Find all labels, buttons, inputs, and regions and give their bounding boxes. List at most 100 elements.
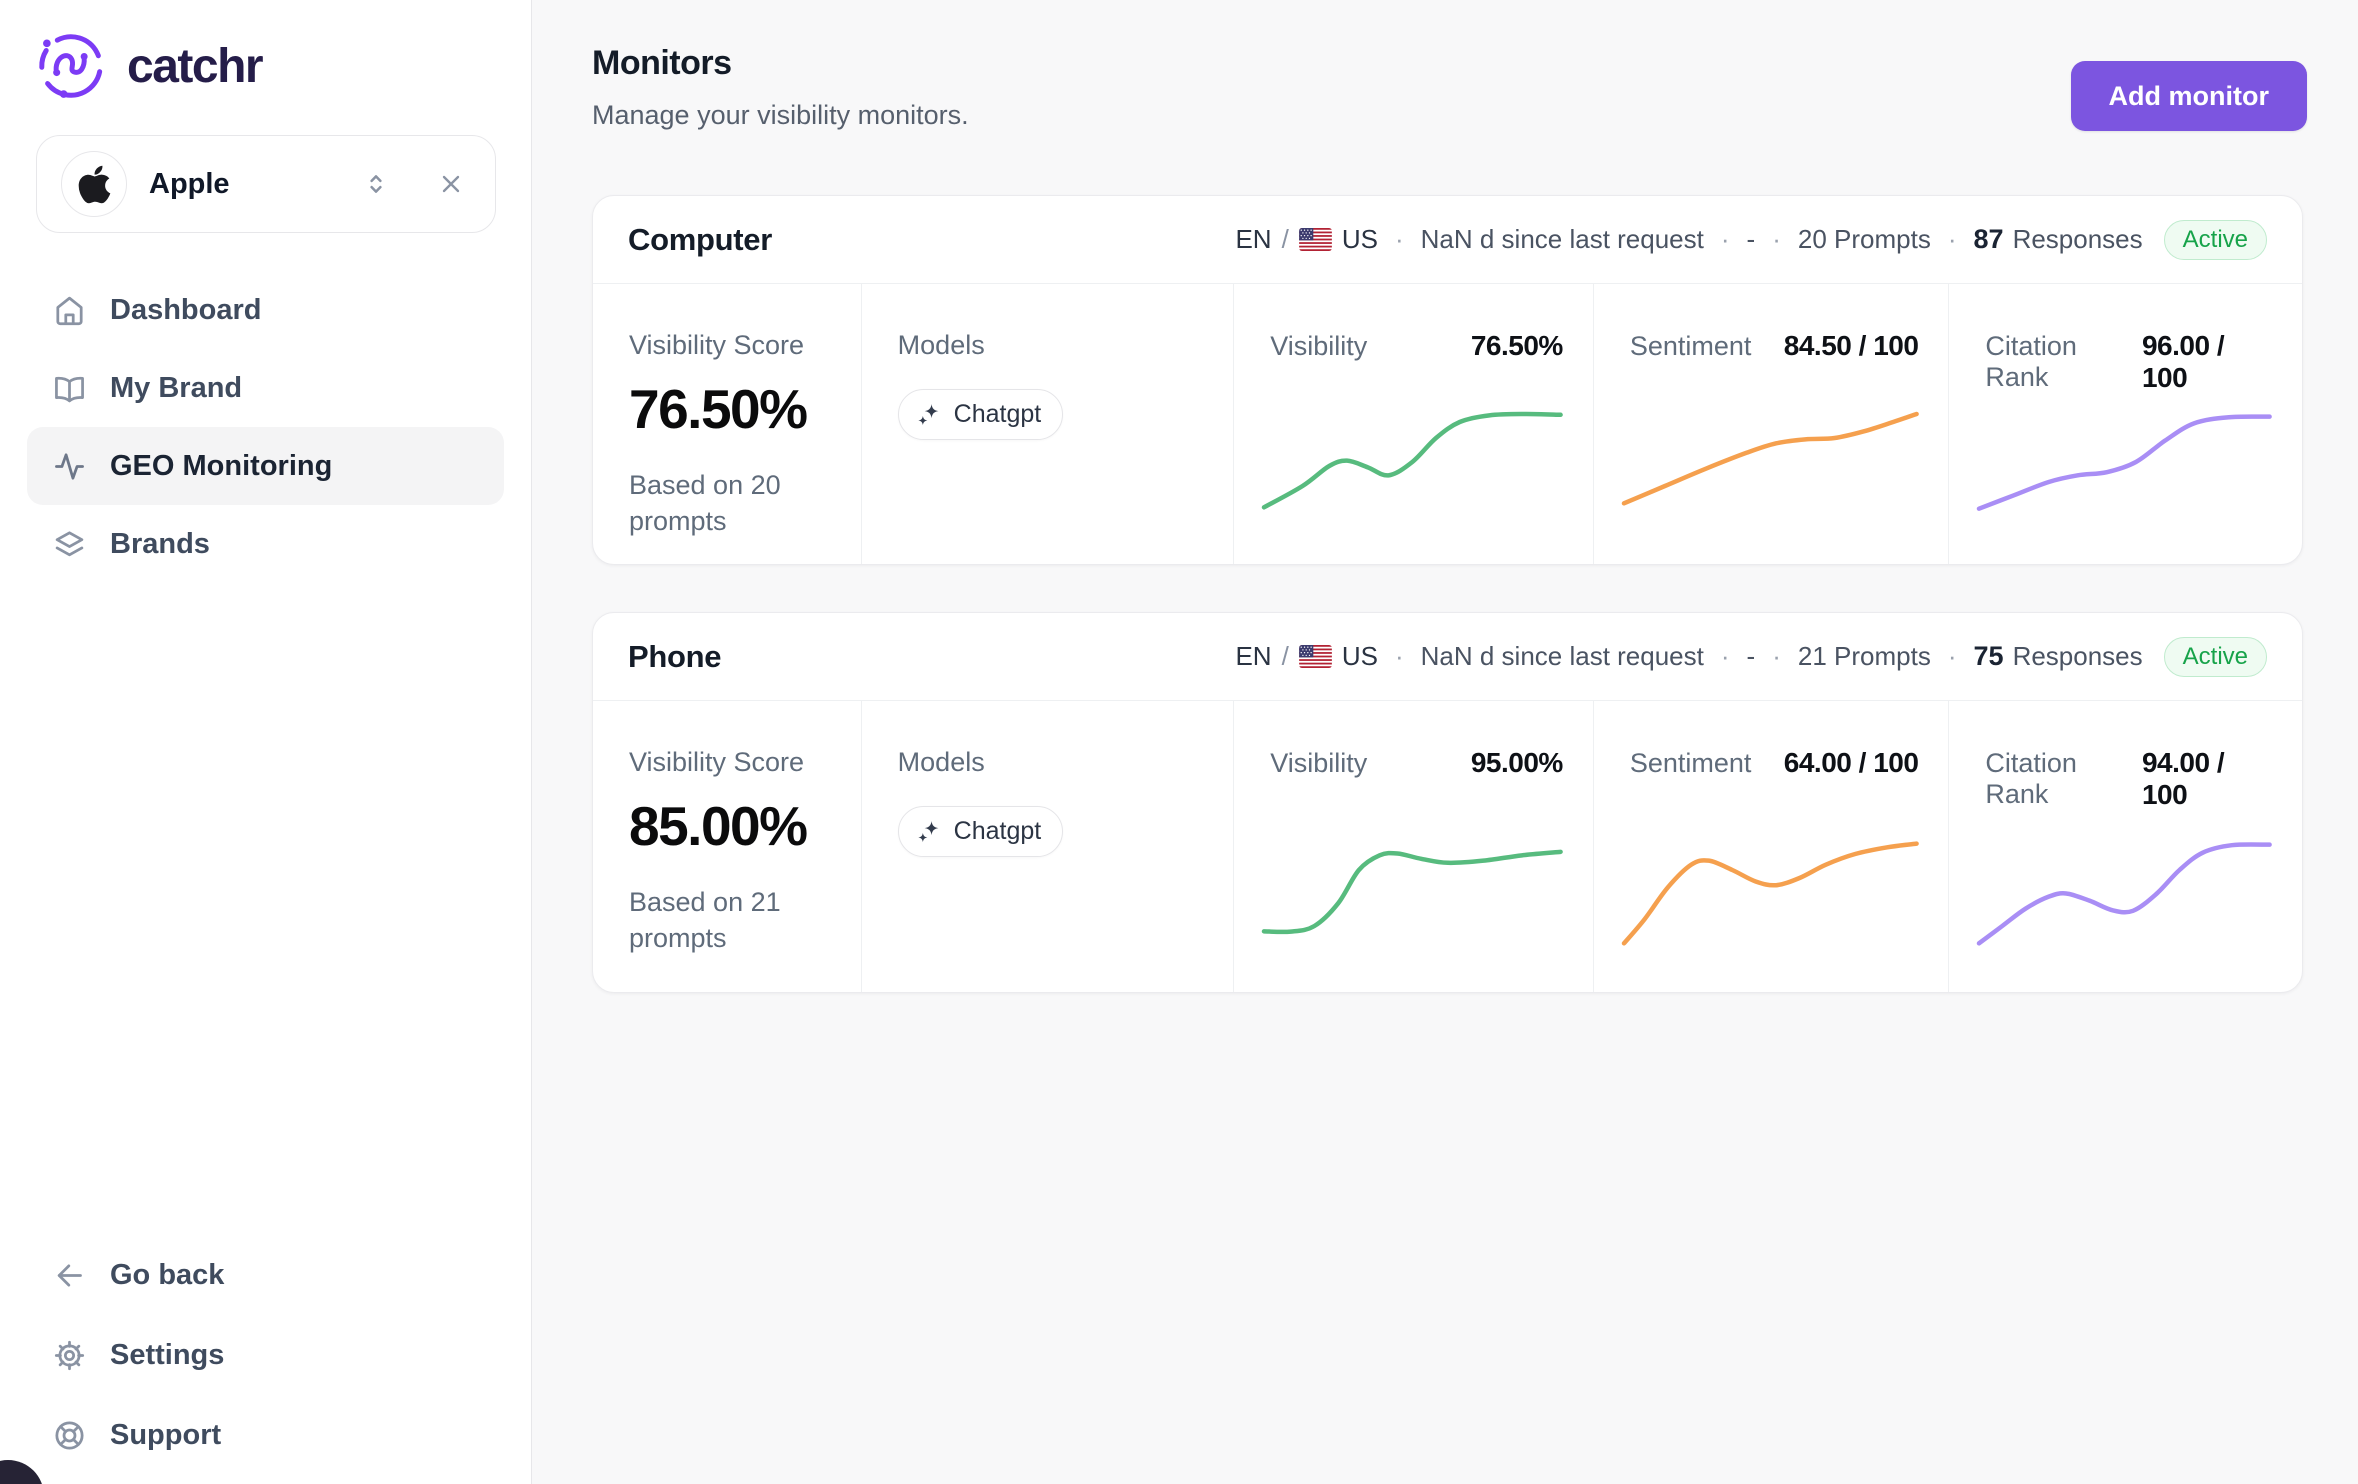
activity-icon	[53, 450, 86, 483]
citation-rank-metric-cell: Citation Rank 94.00 / 100	[1948, 701, 2302, 992]
life-buoy-icon	[53, 1419, 86, 1452]
dot-separator: ·	[1772, 641, 1781, 671]
dash-value: -	[1746, 641, 1756, 671]
sidebar-item-label: Settings	[110, 1338, 225, 1371]
region-label: US	[1341, 224, 1378, 254]
monitor-card[interactable]: Computer EN /	[592, 195, 2303, 565]
cell-label: Sentiment	[1629, 331, 1752, 361]
cell-label: Citation Rank	[1985, 331, 2077, 392]
sparkles-icon	[918, 404, 939, 426]
visibility-score-cell: Visibility Score 76.50% Based on 20 prom…	[593, 284, 861, 564]
sidebar: catchr Apple Dashboard	[0, 0, 532, 1484]
responses-count: 75 Responses	[1973, 641, 2143, 671]
sidebar-item-brands[interactable]: Brands	[0, 505, 532, 583]
sidebar-item-label: Dashboard	[110, 293, 262, 326]
cell-label: Visibility Score	[629, 747, 805, 777]
dot-separator: ·	[1720, 641, 1730, 671]
sparkline-chart	[1624, 834, 1917, 946]
cell-label: Citation Rank	[1985, 748, 2077, 809]
metric-value: 76.50%	[1470, 330, 1563, 361]
page-title: Monitors	[592, 44, 732, 82]
last-request-text: NaN d since last request	[1420, 224, 1704, 254]
sidebar-footer: Go back Settings	[0, 1235, 532, 1475]
add-monitor-button[interactable]: Add monitor	[2070, 61, 2307, 131]
logo-text: catchr	[127, 39, 264, 93]
chevrons-up-down-icon[interactable]	[361, 169, 391, 199]
book-open-icon	[53, 372, 86, 405]
cell-label: Models	[897, 330, 985, 360]
apple-logo-icon	[78, 165, 110, 203]
monitor-stats: Visibility Score 85.00% Based on 21 prom…	[593, 701, 2302, 992]
monitor-title: Phone	[628, 638, 722, 674]
sidebar-item-my-brand[interactable]: My Brand	[0, 349, 532, 427]
model-chip: Chatgpt	[897, 389, 1064, 440]
metric-value: 96.00 / 100	[2141, 330, 2225, 393]
dot-separator: ·	[1720, 224, 1730, 254]
catchr-logo-icon	[39, 34, 103, 98]
models-cell: Models Chatgpt	[860, 701, 1234, 992]
visibility-score-cell: Visibility Score 85.00% Based on 21 prom…	[593, 701, 861, 992]
dot-separator: ·	[1394, 224, 1404, 254]
visibility-score-value: 76.50%	[629, 378, 808, 440]
monitor-list: Computer EN /	[592, 195, 2303, 993]
sparkline-chart	[1979, 834, 2270, 946]
dot-separator: ·	[1772, 224, 1781, 254]
cell-label: Visibility	[1270, 331, 1368, 361]
language-region: EN /	[1235, 641, 1377, 672]
arrow-left-icon	[53, 1259, 86, 1292]
monitor-card[interactable]: Phone EN /	[592, 612, 2303, 993]
last-request-text: NaN d since last request	[1420, 641, 1704, 671]
monitor-meta: EN /	[1235, 636, 2267, 677]
visibility-metric-cell: Visibility 76.50%	[1233, 284, 1593, 564]
prompts-count: 21 Prompts	[1797, 641, 1931, 671]
separator: /	[1281, 224, 1289, 254]
monitor-card-header: Phone EN /	[593, 613, 2302, 701]
models-cell: Models Chatgpt	[860, 284, 1234, 564]
sidebar-item-go-back[interactable]: Go back	[0, 1235, 532, 1315]
status-badge: Active	[2163, 219, 2267, 260]
sidebar-item-support[interactable]: Support	[0, 1395, 532, 1475]
model-chip-label: Chatgpt	[953, 400, 1042, 428]
metric-value: 64.00 / 100	[1783, 747, 1919, 778]
sentiment-metric-cell: Sentiment 64.00 / 100	[1592, 701, 1949, 992]
region-label: US	[1341, 641, 1378, 671]
sidebar-item-label: My Brand	[110, 371, 243, 404]
metric-value: 95.00%	[1470, 747, 1563, 778]
page-subtitle: Manage your visibility monitors.	[592, 100, 969, 130]
citation-rank-metric-cell: Citation Rank 96.00 / 100	[1948, 284, 2302, 564]
dot-separator: ·	[1947, 641, 1957, 671]
sparkline-chart	[1979, 406, 2270, 518]
dash-value: -	[1746, 224, 1756, 254]
metric-value: 84.50 / 100	[1783, 330, 1919, 361]
gear-icon	[53, 1339, 86, 1372]
us-flag-icon	[1298, 228, 1332, 251]
brand-selector[interactable]: Apple	[36, 135, 496, 233]
cell-label: Visibility	[1270, 748, 1368, 778]
model-chip-label: Chatgpt	[953, 817, 1042, 845]
sidebar-item-dashboard[interactable]: Dashboard	[0, 271, 532, 349]
prompts-count: 20 Prompts	[1797, 224, 1931, 254]
sentiment-metric-cell: Sentiment 84.50 / 100	[1592, 284, 1949, 564]
sidebar-item-label: GEO Monitoring	[110, 449, 333, 482]
visibility-metric-cell: Visibility 95.00%	[1233, 701, 1593, 992]
monitor-card-header: Computer EN /	[593, 196, 2302, 284]
language-label: EN	[1235, 224, 1272, 254]
sparkline-chart	[1624, 406, 1917, 518]
separator: /	[1281, 641, 1289, 671]
sidebar-item-geo-monitoring[interactable]: GEO Monitoring	[27, 427, 504, 505]
sidebar-item-label: Brands	[110, 527, 210, 560]
metric-value: 94.00 / 100	[2141, 747, 2225, 810]
close-icon[interactable]	[437, 170, 465, 198]
layers-icon	[53, 528, 86, 561]
avatar	[61, 151, 127, 217]
visibility-score-value: 85.00%	[629, 795, 808, 857]
cell-label: Sentiment	[1629, 748, 1752, 778]
monitor-meta: EN /	[1235, 219, 2267, 260]
sparkline-chart	[1264, 406, 1561, 518]
home-icon	[53, 294, 86, 327]
sidebar-item-settings[interactable]: Settings	[0, 1315, 532, 1395]
logo[interactable]: catchr	[33, 28, 264, 104]
language-label: EN	[1235, 641, 1272, 671]
responses-count: 87 Responses	[1973, 224, 2143, 254]
